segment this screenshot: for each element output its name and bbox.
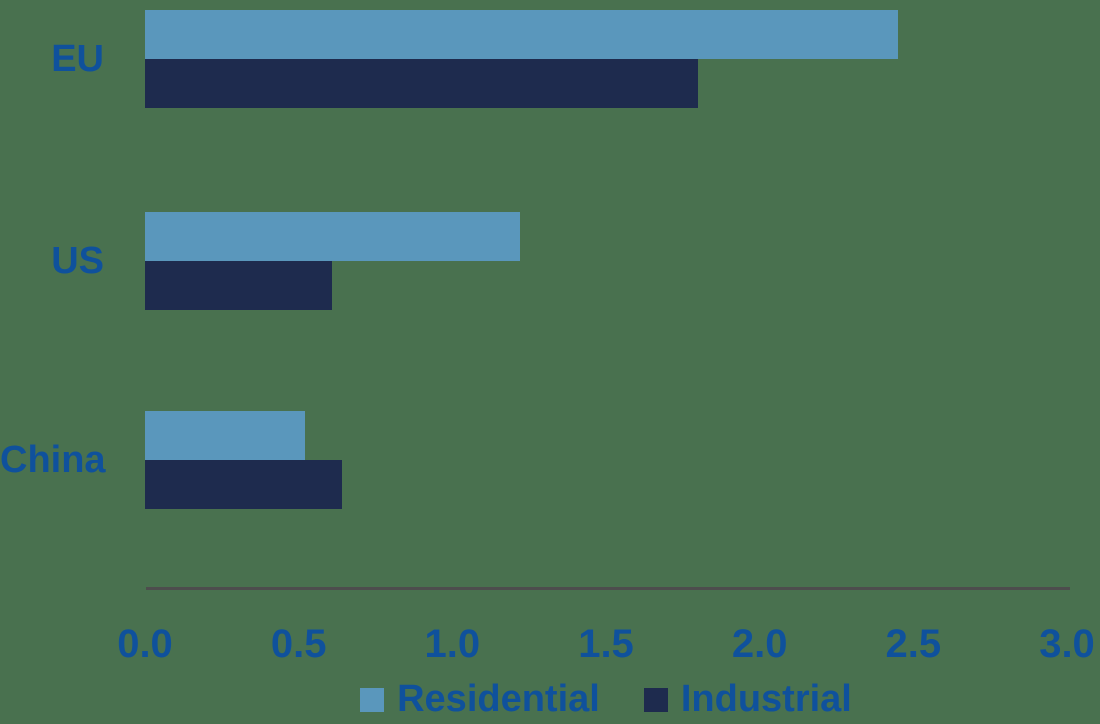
x-tick-1.5: 1.5 [578, 622, 634, 666]
category-label-eu: EU [51, 38, 104, 80]
bar-eu-industrial [145, 59, 698, 108]
legend-item-residential: Residential [360, 678, 600, 721]
x-axis-line [146, 587, 1070, 590]
category-label-china: China [0, 439, 106, 481]
bar-china-residential [145, 411, 305, 460]
legend: Residential Industrial [145, 678, 1067, 721]
x-tick-0.5: 0.5 [270, 622, 327, 666]
bar-eu-residential [145, 10, 898, 59]
legend-swatch-residential [360, 687, 385, 712]
x-tick-1.0: 1.0 [424, 622, 481, 666]
category-label-us: US [51, 240, 104, 282]
x-tick-3.0: 3.0 [1039, 622, 1095, 666]
x-tick-0.0: 0.0 [117, 622, 173, 666]
legend-label-residential: Residential [397, 678, 600, 720]
x-tick-2.5: 2.5 [885, 622, 942, 666]
legend-swatch-industrial [643, 687, 668, 712]
legend-label-industrial: Industrial [680, 678, 852, 720]
legend-item-industrial: Industrial [643, 678, 852, 721]
bar-china-industrial [145, 460, 342, 509]
bar-us-industrial [145, 261, 332, 310]
x-tick-2.0: 2.0 [731, 622, 788, 666]
bar-us-residential [145, 212, 520, 261]
